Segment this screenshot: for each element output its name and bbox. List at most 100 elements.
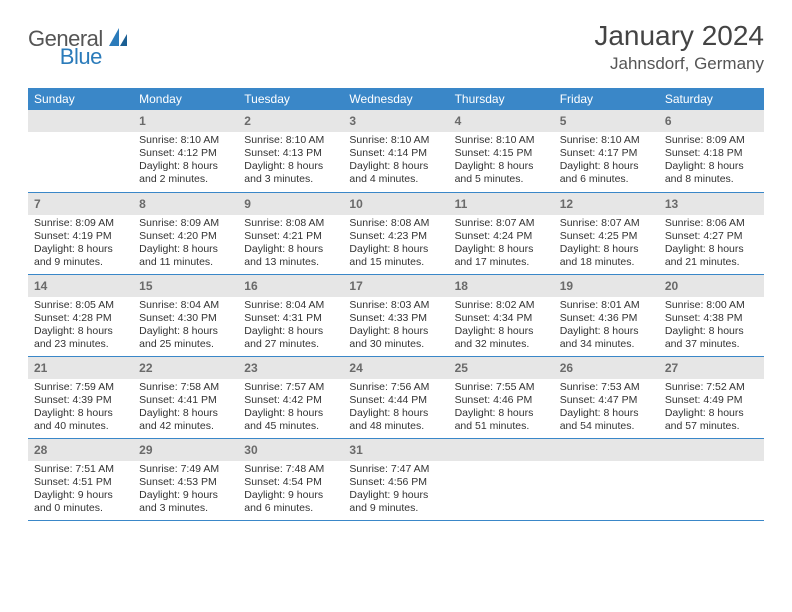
daylight-text: Daylight: 8 hours and 21 minutes.	[665, 243, 758, 269]
cell-content	[659, 461, 764, 467]
cell-content: Sunrise: 8:02 AMSunset: 4:34 PMDaylight:…	[449, 297, 554, 356]
sunset-text: Sunset: 4:41 PM	[139, 394, 232, 407]
calendar-cell: 1Sunrise: 8:10 AMSunset: 4:12 PMDaylight…	[133, 110, 238, 192]
day-number-row: 17	[343, 275, 448, 297]
daylight-text: Daylight: 8 hours and 17 minutes.	[455, 243, 548, 269]
day-number-row: 5	[554, 110, 659, 132]
sunrise-text: Sunrise: 8:04 AM	[139, 299, 232, 312]
day-number	[34, 114, 37, 128]
day-number	[665, 443, 668, 457]
sunset-text: Sunset: 4:25 PM	[560, 230, 653, 243]
day-number-row: 11	[449, 193, 554, 215]
daylight-text: Daylight: 9 hours and 9 minutes.	[349, 489, 442, 515]
day-number: 19	[560, 279, 573, 293]
day-number: 20	[665, 279, 678, 293]
day-number-row: 10	[343, 193, 448, 215]
cell-content: Sunrise: 8:10 AMSunset: 4:17 PMDaylight:…	[554, 132, 659, 191]
day-number: 25	[455, 361, 468, 375]
sunset-text: Sunset: 4:54 PM	[244, 476, 337, 489]
sunrise-text: Sunrise: 8:02 AM	[455, 299, 548, 312]
calendar-cell: 18 Sunrise: 8:02 AMSunset: 4:34 PMDayligh…	[449, 274, 554, 356]
day-number-row: 15	[133, 275, 238, 297]
day-number-row: 27	[659, 357, 764, 379]
daylight-text: Daylight: 8 hours and 32 minutes.	[455, 325, 548, 351]
sunrise-text: Sunrise: 8:07 AM	[560, 217, 653, 230]
cell-content: Sunrise: 8:09 AMSunset: 4:19 PMDaylight:…	[28, 215, 133, 274]
cell-content: Sunrise: 7:48 AMSunset: 4:54 PMDaylight:…	[238, 461, 343, 520]
brand-word-2: Blue	[60, 44, 102, 70]
cell-content: Sunrise: 8:07 AMSunset: 4:25 PMDaylight:…	[554, 215, 659, 274]
daylight-text: Daylight: 8 hours and 30 minutes.	[349, 325, 442, 351]
daylight-text: Daylight: 8 hours and 34 minutes.	[560, 325, 653, 351]
daylight-text: Daylight: 9 hours and 0 minutes.	[34, 489, 127, 515]
cell-content: Sunrise: 8:10 AMSunset: 4:15 PMDaylight:…	[449, 132, 554, 191]
day-number: 2	[244, 114, 251, 128]
day-number-row	[449, 439, 554, 461]
sunset-text: Sunset: 4:46 PM	[455, 394, 548, 407]
sunset-text: Sunset: 4:17 PM	[560, 147, 653, 160]
day-number: 14	[34, 279, 47, 293]
day-number-row: 1	[133, 110, 238, 132]
day-number-row: 16	[238, 275, 343, 297]
sunrise-text: Sunrise: 8:01 AM	[560, 299, 653, 312]
title-block: January 2024 Jahnsdorf, Germany	[594, 20, 764, 74]
month-title: January 2024	[594, 20, 764, 52]
daylight-text: Daylight: 8 hours and 4 minutes.	[349, 160, 442, 186]
day-header: Wednesday	[343, 88, 448, 110]
sunrise-text: Sunrise: 7:52 AM	[665, 381, 758, 394]
day-number: 27	[665, 361, 678, 375]
daylight-text: Daylight: 8 hours and 8 minutes.	[665, 160, 758, 186]
sunrise-text: Sunrise: 7:53 AM	[560, 381, 653, 394]
day-number: 18	[455, 279, 468, 293]
day-number: 23	[244, 361, 257, 375]
cell-content: Sunrise: 8:07 AMSunset: 4:24 PMDaylight:…	[449, 215, 554, 274]
cell-content: Sunrise: 8:05 AMSunset: 4:28 PMDaylight:…	[28, 297, 133, 356]
cell-content: Sunrise: 7:59 AMSunset: 4:39 PMDaylight:…	[28, 379, 133, 438]
day-number-row: 13	[659, 193, 764, 215]
cell-content: Sunrise: 8:10 AMSunset: 4:13 PMDaylight:…	[238, 132, 343, 191]
daylight-text: Daylight: 8 hours and 45 minutes.	[244, 407, 337, 433]
day-number-row: 2	[238, 110, 343, 132]
daylight-text: Daylight: 8 hours and 13 minutes.	[244, 243, 337, 269]
day-number: 7	[34, 197, 41, 211]
daylight-text: Daylight: 8 hours and 2 minutes.	[139, 160, 232, 186]
calendar-cell: 28Sunrise: 7:51 AMSunset: 4:51 PMDayligh…	[28, 438, 133, 520]
cell-content: Sunrise: 7:51 AMSunset: 4:51 PMDaylight:…	[28, 461, 133, 520]
sunrise-text: Sunrise: 7:49 AM	[139, 463, 232, 476]
sunset-text: Sunset: 4:21 PM	[244, 230, 337, 243]
sunset-text: Sunset: 4:20 PM	[139, 230, 232, 243]
daylight-text: Daylight: 8 hours and 25 minutes.	[139, 325, 232, 351]
cell-content: Sunrise: 7:53 AMSunset: 4:47 PMDaylight:…	[554, 379, 659, 438]
sunrise-text: Sunrise: 7:48 AM	[244, 463, 337, 476]
calendar-week-row: 7Sunrise: 8:09 AMSunset: 4:19 PMDaylight…	[28, 192, 764, 274]
daylight-text: Daylight: 8 hours and 40 minutes.	[34, 407, 127, 433]
sunset-text: Sunset: 4:19 PM	[34, 230, 127, 243]
cell-content: Sunrise: 8:04 AMSunset: 4:30 PMDaylight:…	[133, 297, 238, 356]
day-number: 9	[244, 197, 251, 211]
day-number-row: 24	[343, 357, 448, 379]
day-number-row	[28, 110, 133, 132]
calendar-table: SundayMondayTuesdayWednesdayThursdayFrid…	[28, 88, 764, 521]
daylight-text: Daylight: 8 hours and 42 minutes.	[139, 407, 232, 433]
daylight-text: Daylight: 8 hours and 51 minutes.	[455, 407, 548, 433]
page-header: General Blue January 2024 Jahnsdorf, Ger…	[28, 20, 764, 74]
day-number-row	[659, 439, 764, 461]
calendar-cell: 23Sunrise: 7:57 AMSunset: 4:42 PMDayligh…	[238, 356, 343, 438]
calendar-body: 1Sunrise: 8:10 AMSunset: 4:12 PMDaylight…	[28, 110, 764, 520]
calendar-cell: 30Sunrise: 7:48 AMSunset: 4:54 PMDayligh…	[238, 438, 343, 520]
calendar-cell: 19Sunrise: 8:01 AMSunset: 4:36 PMDayligh…	[554, 274, 659, 356]
sunrise-text: Sunrise: 7:51 AM	[34, 463, 127, 476]
day-number: 17	[349, 279, 362, 293]
day-number-row: 6	[659, 110, 764, 132]
sunrise-text: Sunrise: 7:57 AM	[244, 381, 337, 394]
cell-content: Sunrise: 8:09 AMSunset: 4:18 PMDaylight:…	[659, 132, 764, 191]
day-number-row: 22	[133, 357, 238, 379]
calendar-cell	[449, 438, 554, 520]
cell-content: Sunrise: 7:55 AMSunset: 4:46 PMDaylight:…	[449, 379, 554, 438]
sunrise-text: Sunrise: 8:09 AM	[139, 217, 232, 230]
day-number: 16	[244, 279, 257, 293]
day-number: 5	[560, 114, 567, 128]
day-number: 12	[560, 197, 573, 211]
day-header: Monday	[133, 88, 238, 110]
sunrise-text: Sunrise: 8:10 AM	[560, 134, 653, 147]
